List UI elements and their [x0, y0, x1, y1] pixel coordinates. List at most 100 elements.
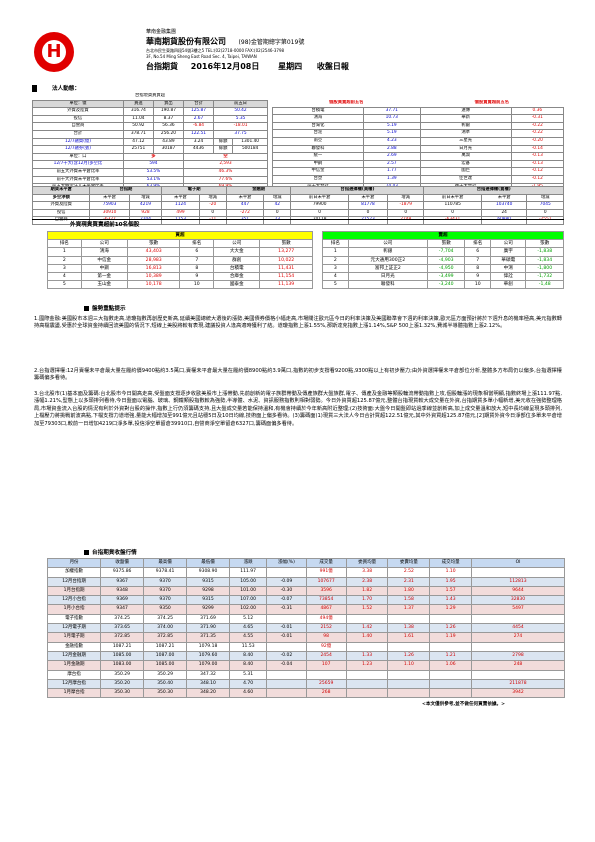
stock-value: 1.77 [362, 167, 421, 176]
stock-name: 宏碁 [419, 159, 512, 169]
stock-name: 第一金 [80, 272, 128, 282]
row-label: 投信 [31, 208, 91, 218]
quote-cell: -0.07 [266, 595, 307, 606]
rank: 9 [179, 272, 215, 282]
quote-cell: 3942 [471, 688, 565, 699]
table-row: 合計 378.71 256.20 122.51 37.75 [32, 129, 268, 139]
quote-cell [266, 613, 307, 625]
cell: 37.75 [213, 129, 268, 139]
stock-name: 玉山金 [80, 280, 128, 290]
quote-cell: 350.20 [100, 678, 145, 690]
stock-name: 遠傳 [419, 106, 512, 116]
rank: 4 [47, 272, 82, 282]
table-row: 台積電 37.71 遠傳 0.36 [272, 106, 565, 116]
stock-name: 台灣化 [272, 121, 364, 131]
quote-cell: 372.85 [100, 632, 145, 643]
cell: 2,593 [182, 160, 269, 169]
company-title: 華南期貨股份有限公司 [146, 37, 226, 46]
company-name: 華南期貨股份有限公司 (98)金管期總字第019號 [146, 37, 304, 48]
quote-cell: 1.10 [387, 660, 431, 671]
quote-cell [266, 678, 307, 690]
stock-name: 大大金 [213, 247, 261, 257]
quote-cell [266, 567, 307, 578]
rank: 7 [464, 255, 492, 265]
table-row: 投信 11.04 8.37 2.67 5.35 [32, 114, 268, 124]
quote-cell: 25659 [305, 678, 347, 690]
quote-cell: 1085.00 [100, 650, 145, 662]
rank: 5 [322, 280, 349, 290]
quote-cell [471, 613, 565, 625]
cell: 47.12 [122, 137, 154, 147]
quote-row: 1月電子期 372.85 372.85 371.35 4.55 -0.01 98 1.40 1.… [46, 632, 565, 643]
header-cell: 增減 [526, 193, 564, 203]
quote-cell: 2454 [305, 650, 347, 662]
row-label: 自營商 [32, 122, 124, 131]
quote-cell [429, 678, 472, 690]
quote-cell: 371.69 [186, 613, 230, 625]
stock-value: -0.22 [510, 129, 565, 138]
stock-name: 台積電 [213, 263, 261, 274]
quote-cell: 1.06 [429, 660, 472, 671]
quote-cell: 111.97 [228, 567, 268, 578]
table-row: 12/7融券(張) 25751 30187 4436 餘額 500184 [32, 145, 268, 154]
quote-cell [429, 669, 472, 680]
cell: 103740 [480, 201, 528, 210]
quote-cell: 1.33 [345, 650, 389, 662]
cell: 256.20 [152, 129, 184, 139]
header-cell: 前日未平倉 [423, 193, 482, 203]
cell: 190.87 [152, 107, 184, 116]
rank: 4 [322, 272, 349, 282]
table-row: 前五大外資未平倉比率 53.5% 46.3% [32, 167, 269, 177]
quote-cell: 92億 [305, 641, 347, 652]
header-cell: 買進 [122, 99, 154, 109]
table-row: 台泥 5.19 鴻準 -0.22 [272, 129, 565, 138]
foreign-sell-table: 賣超 排名 公司 張數 排名 公司 張數 1 彰銀 -7,704 6 廣宇 -1,838 … [322, 230, 564, 290]
lots: 10,022 [259, 255, 313, 265]
quote-cell: -0.30 [266, 585, 307, 597]
quote-cell: 1.52 [345, 604, 389, 615]
quote-row: 12月小台指 9369 9370 9315 107.00 -0.07 73854 1.70 1.… [46, 595, 565, 606]
quote-cell: 9298 [186, 585, 230, 597]
section-title-institutional: 法人動態： [52, 86, 80, 92]
quote-cell: 107.00 [228, 595, 268, 606]
header-cell: 台指選擇權(賣權) [423, 186, 564, 195]
cell: 594 [122, 160, 184, 169]
quote-cell: 1085.00 [143, 660, 188, 671]
quote-row: 12月電子期 373.65 374.00 371.90 4.65 -0.01 2152 1.4… [46, 623, 565, 634]
quote-cell [429, 613, 472, 625]
stock-name: 台塑 [272, 174, 364, 184]
stock-name: 佳世達 [419, 174, 512, 184]
header-cell: 增減 [128, 193, 163, 203]
quote-cell [266, 688, 307, 699]
stock-value: 0.36 [510, 106, 565, 116]
cell: 2.67 [182, 114, 215, 124]
oi-subheader-row: 多空淨額 未平倉 增減 未平倉 增減 未平倉 增減 前日未平倉 未平倉 增減 前… [31, 193, 564, 203]
cell: 0 [347, 208, 389, 218]
lots: -1,800 [525, 263, 564, 274]
header-cell: 最低價 [186, 557, 230, 569]
section-bar-2 [32, 219, 564, 220]
cell: 928 [128, 208, 163, 218]
table-row: 4 日月光 -3,499 9 偉詮 -1,732 [322, 272, 564, 282]
cell: 餘額 [213, 145, 234, 154]
lots: 11,431 [259, 263, 313, 274]
header-cell: 電子期 [161, 186, 227, 195]
stock-name: 國泰金 [213, 280, 261, 290]
cell: 24 [480, 208, 528, 218]
contract-name: 1月電子期 [46, 632, 102, 643]
cell: -272 [225, 208, 265, 218]
stock-value: 2.69 [362, 152, 421, 161]
quote-cell: 1.43 [429, 595, 472, 606]
cell: 75903 [89, 201, 130, 210]
row-label: 前五大外資未平倉比率 [32, 167, 124, 177]
header-cell: 漲跌 [228, 557, 268, 569]
header-cell: 排名 [47, 239, 82, 249]
lots: -1,834 [525, 255, 564, 265]
section-bar-1 [32, 85, 37, 92]
header-cell: 未平倉 [347, 193, 389, 203]
cell: -1879 [387, 201, 425, 210]
quote-cell: 1.38 [387, 623, 431, 634]
quote-cell: 2.52 [387, 567, 431, 578]
header-cell: 收盤價 [100, 557, 145, 569]
quote-cell [345, 678, 389, 690]
